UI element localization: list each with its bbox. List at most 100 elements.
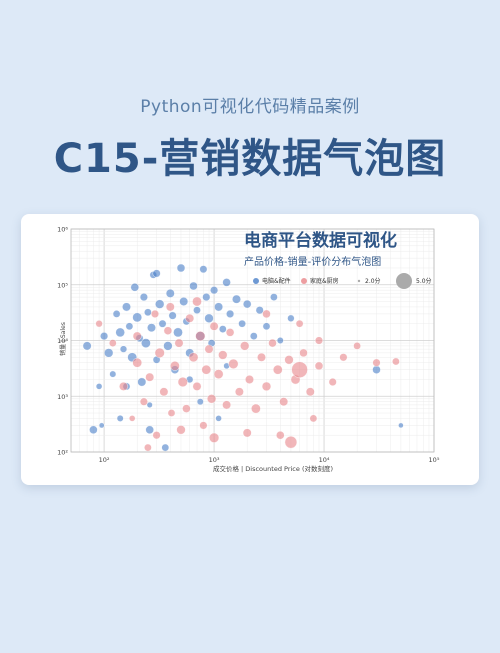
- bubble-home: [177, 376, 188, 387]
- bubble-electronics: [222, 278, 231, 287]
- bubble-home: [185, 313, 195, 323]
- bubble-electronics: [204, 313, 214, 323]
- bubble-electronics: [161, 443, 170, 452]
- bubbles: [82, 263, 404, 452]
- bubble-electronics: [215, 415, 222, 422]
- bubble-electronics: [232, 294, 241, 304]
- bubble-home: [284, 355, 294, 365]
- x-tick-label: 10⁵: [429, 456, 440, 464]
- x-tick-label: 10²: [99, 456, 110, 464]
- bubble-home: [188, 352, 199, 363]
- bubble-home: [201, 364, 212, 375]
- bubble-home: [165, 302, 175, 312]
- chart-card: 10² 10³ 10⁴ 10⁵ 10² 10³ 10⁴ 10⁵ 10⁶ 成交价格 | Disc…: [21, 214, 479, 485]
- bubble-electronics: [82, 341, 92, 351]
- chart-title: 电商平台数据可视化: [244, 230, 397, 251]
- bubble-home: [154, 347, 165, 358]
- bubble-electronics: [242, 299, 252, 309]
- bubble-home: [245, 375, 254, 384]
- bubble-home: [209, 321, 219, 331]
- bubble-electronics: [193, 306, 201, 314]
- bubble-electronics: [287, 314, 295, 322]
- bubble-home: [128, 415, 136, 422]
- bubble-home: [167, 409, 176, 417]
- bubble-electronics: [98, 422, 105, 429]
- bubble-electronics: [130, 283, 140, 292]
- bubble-electronics: [145, 425, 154, 435]
- bubble-home: [159, 387, 169, 397]
- bubble-electronics: [202, 293, 211, 302]
- bubble-home: [242, 428, 252, 438]
- bubble-home: [213, 369, 224, 379]
- bubble-home: [339, 353, 348, 362]
- bubble-electronics: [89, 425, 98, 435]
- bubble-home: [163, 326, 173, 335]
- bubble-electronics: [218, 325, 227, 333]
- bubble-home: [353, 342, 361, 350]
- bubble-home: [305, 387, 315, 397]
- legend-marker-home: [301, 278, 307, 284]
- bubble-electronics: [137, 377, 147, 387]
- bubble-electronics: [398, 422, 404, 429]
- bubble-electronics: [199, 265, 208, 274]
- y-axis-label: 销量 | Sales: [59, 322, 67, 356]
- bubble-home: [204, 344, 214, 354]
- bubble-electronics: [163, 341, 173, 351]
- bubble-electronics: [112, 310, 121, 318]
- bubble-electronics: [155, 299, 165, 309]
- bubble-home: [119, 381, 128, 391]
- bubble-home: [291, 361, 308, 378]
- bubble-electronics: [158, 319, 167, 328]
- bubble-electronics: [226, 309, 235, 318]
- bubble-home: [182, 404, 191, 413]
- x-axis-label: 成交价格 | Discounted Price (对数刻度): [213, 464, 333, 473]
- bubble-home: [392, 357, 400, 366]
- bubble-electronics: [214, 302, 224, 312]
- y-tick-label: 10⁵: [57, 281, 68, 289]
- bubble-electronics: [210, 286, 219, 295]
- bubble-home: [234, 387, 244, 397]
- bubble-electronics: [115, 327, 125, 338]
- bubble-home: [279, 397, 289, 407]
- bubble-home: [261, 381, 272, 392]
- bubble-home: [209, 432, 220, 443]
- y-tick-label: 10²: [57, 449, 68, 457]
- y-tick-label: 10³: [57, 393, 68, 401]
- bubble-electronics: [176, 263, 186, 273]
- bubble-home: [95, 320, 103, 328]
- legend-size-small: [357, 279, 361, 283]
- bubble-home: [372, 358, 381, 367]
- bubble-home: [276, 430, 285, 440]
- x-tick-label: 10⁴: [319, 456, 330, 464]
- y-tick-label: 10⁴: [57, 337, 68, 345]
- bubble-electronics: [238, 319, 246, 328]
- bubble-electronics: [141, 338, 151, 348]
- bubble-electronics: [168, 311, 177, 320]
- page-title: C15-营销数据气泡图: [53, 136, 447, 182]
- bubble-electronics: [144, 308, 152, 317]
- bubble-electronics: [249, 332, 258, 340]
- bubble-home: [314, 361, 324, 371]
- bubble-home: [170, 361, 180, 371]
- bubble-home: [150, 309, 159, 318]
- bubble-electronics: [372, 365, 381, 374]
- legend-size-small-label: 2.0分: [365, 277, 381, 285]
- bubble-electronics: [196, 398, 204, 406]
- bubble-electronics: [109, 370, 117, 378]
- legend-label-home: 家庭&厨房: [310, 277, 339, 285]
- bubble-home: [145, 372, 155, 382]
- chart-subtitle: 产品价格-销量-评价分布气泡图: [244, 255, 381, 268]
- legend-marker-electronics: [253, 278, 259, 284]
- bubble-home: [195, 331, 206, 342]
- legend: 电脑&配件 家庭&厨房 2.0分 5.0分: [253, 273, 432, 289]
- bubble-electronics: [152, 269, 161, 278]
- bubble-electronics: [122, 302, 131, 312]
- bubble-home: [176, 425, 186, 435]
- bubble-chart: 10² 10³ 10⁴ 10⁵ 10² 10³ 10⁴ 10⁵ 10⁶ 成交价格 | Disc…: [57, 226, 440, 474]
- bubble-home: [144, 443, 152, 452]
- bubble-home: [132, 357, 142, 368]
- y-tick-label: 10⁶: [57, 226, 68, 234]
- bubble-home: [284, 435, 298, 449]
- bubble-electronics: [119, 345, 128, 353]
- bubble-home: [240, 341, 250, 351]
